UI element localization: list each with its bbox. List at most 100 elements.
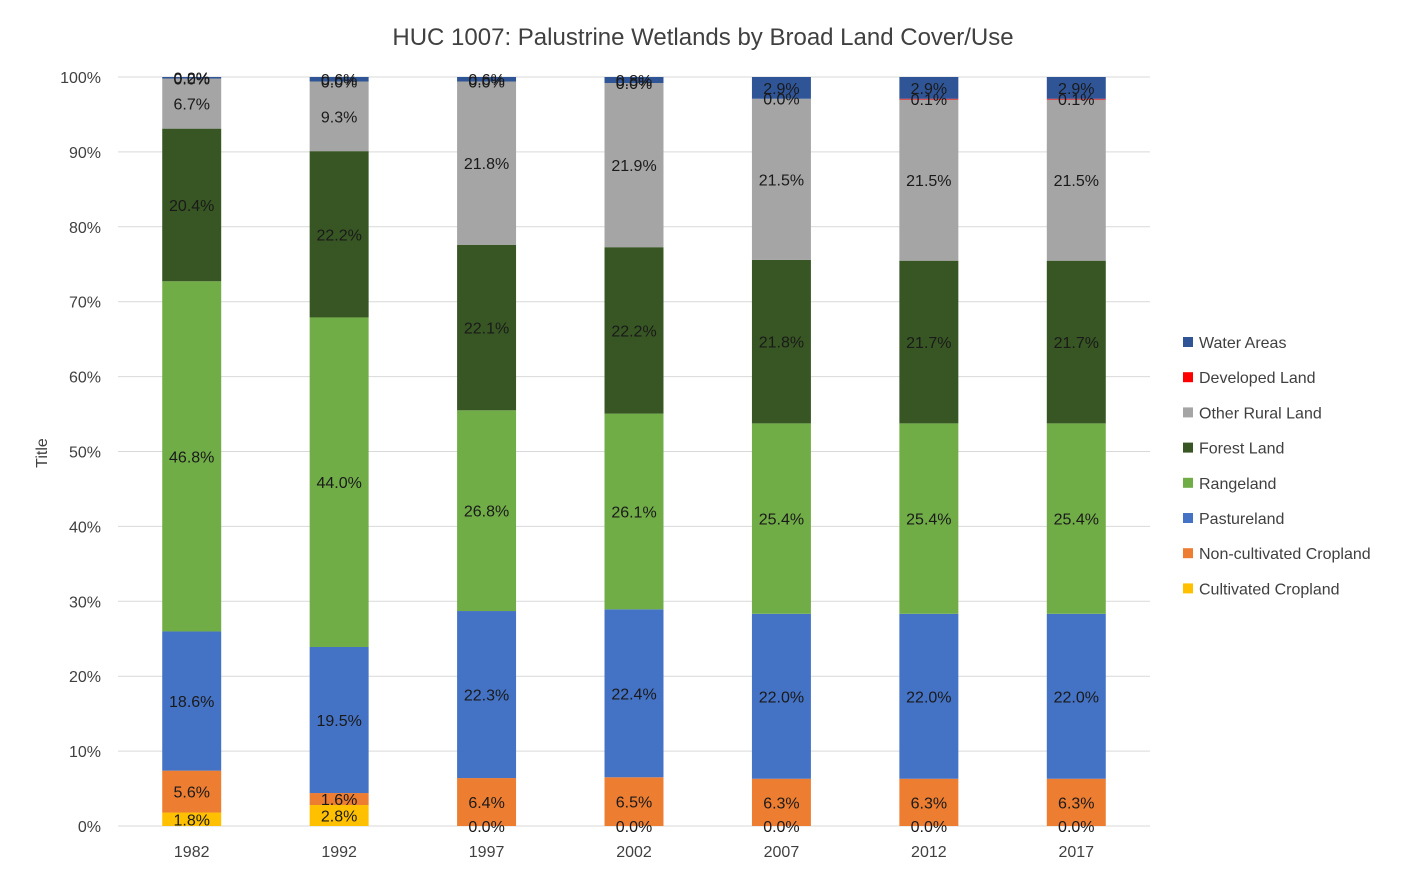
bar-segment [457, 778, 517, 826]
x-axis-ticks: 1982 1992 1997 2002 2007 2012 2017 [174, 844, 1094, 861]
data-label: 46.8% [169, 449, 214, 466]
legend-swatch [1183, 477, 1193, 488]
bar-segment [1046, 77, 1106, 99]
bar-segment [162, 128, 222, 282]
legend-swatch [1183, 337, 1193, 347]
x-tick-label: 1992 [321, 844, 357, 861]
bar-segment [309, 151, 369, 318]
legend-swatch [1183, 407, 1193, 418]
data-label: 21.8% [759, 335, 804, 352]
data-label: 0.0% [321, 74, 357, 91]
data-label: 0.8% [616, 73, 652, 90]
data-label: 26.8% [464, 504, 509, 521]
data-label: 26.1% [611, 504, 656, 521]
y-tick-label: 20% [69, 669, 101, 686]
data-label: 21.9% [611, 158, 656, 175]
bar-segment [162, 78, 222, 129]
data-label: 0.2% [173, 71, 209, 88]
data-label: 0.1% [911, 92, 947, 109]
data-label: 6.3% [1058, 795, 1094, 812]
data-label: 0.0% [616, 76, 652, 93]
bar-segment [604, 777, 664, 826]
data-label: 21.7% [1054, 335, 1099, 352]
data-label: 22.0% [906, 689, 951, 706]
data-label: 0.0% [763, 819, 799, 836]
y-tick-label: 100% [60, 70, 101, 87]
y-axis-ticks: 0% 10% 20% 30% 40% 50% 60% 70% 80% 90% 100% [60, 70, 101, 836]
bar-segment [162, 812, 222, 826]
data-label: 25.4% [906, 512, 951, 529]
data-label: 18.6% [169, 694, 214, 711]
data-label: 22.2% [611, 323, 656, 340]
legend-swatch [1183, 372, 1193, 383]
data-label: 25.4% [1054, 512, 1099, 529]
y-tick-label: 60% [69, 370, 101, 387]
bar-segment [899, 98, 959, 100]
data-label: 21.5% [1054, 173, 1099, 190]
legend-label: Rangeland [1199, 476, 1276, 493]
data-label: 21.8% [464, 156, 509, 173]
data-label: 1.6% [321, 792, 357, 809]
bar-segment [751, 98, 811, 260]
data-label: 0.0% [1058, 819, 1094, 836]
bar-segment [457, 611, 517, 779]
bar-segment [604, 413, 664, 610]
data-label: 21.5% [759, 172, 804, 189]
bar-segment [309, 646, 369, 794]
y-tick-label: 30% [69, 594, 101, 611]
bar-segment [899, 778, 959, 826]
bar-segment [604, 247, 664, 414]
chart-title: HUC 1007: Palustrine Wetlands by Broad L… [392, 24, 1013, 51]
data-label: 6.3% [763, 795, 799, 812]
bar-segment [457, 410, 517, 612]
x-tick-label: 2002 [616, 844, 652, 861]
legend-swatch [1183, 548, 1193, 559]
data-label: 6.7% [173, 97, 209, 114]
data-label: 6.4% [468, 795, 504, 812]
bar-segment [309, 77, 369, 82]
bar-segment [604, 609, 664, 778]
legend-label: Pastureland [1199, 511, 1284, 528]
data-label: 0.0% [468, 819, 504, 836]
bar-segment [751, 613, 811, 779]
legend-label: Other Rural Land [1199, 405, 1322, 422]
data-label: 0.0% [763, 92, 799, 109]
data-label: 2.9% [763, 81, 799, 98]
bar-segment [899, 77, 959, 99]
bar-segment [751, 259, 811, 424]
data-label: 20.4% [169, 198, 214, 215]
x-tick-label: 2007 [764, 844, 800, 861]
data-label: 9.3% [321, 109, 357, 126]
data-label: 0.0% [468, 74, 504, 91]
data-label: 21.5% [906, 173, 951, 190]
y-tick-label: 0% [78, 819, 101, 836]
x-tick-label: 2017 [1058, 844, 1094, 861]
data-label: 22.0% [759, 689, 804, 706]
bar-segment [751, 423, 811, 614]
bar-segment [309, 81, 369, 152]
data-label: 22.0% [1054, 689, 1099, 706]
data-label: 5.6% [173, 785, 209, 802]
x-tick-label: 1982 [174, 844, 210, 861]
x-tick-label: 1997 [469, 844, 505, 861]
data-label: 21.7% [906, 335, 951, 352]
bar-segment [751, 77, 811, 99]
data-label: 44.0% [316, 475, 361, 492]
y-tick-label: 10% [69, 744, 101, 761]
legend-label: Cultivated Cropland [1199, 581, 1340, 598]
bar-segment [604, 82, 664, 248]
legend-label: Forest Land [1199, 441, 1284, 458]
bar-segment [751, 778, 811, 826]
y-tick-label: 50% [69, 445, 101, 462]
data-label: 0.0% [616, 819, 652, 836]
bar-segment [1046, 99, 1106, 261]
bar-segment [457, 77, 517, 82]
legend-swatch [1183, 442, 1193, 453]
y-tick-label: 90% [69, 145, 101, 162]
bar-segment [162, 770, 222, 813]
bars: 1.8%5.6%18.6%46.8%20.4%6.7%0.0%0.2%2.8%1… [162, 71, 1106, 836]
y-tick-label: 40% [69, 519, 101, 536]
bar-segment [162, 631, 222, 771]
y-tick-label: 80% [69, 220, 101, 237]
